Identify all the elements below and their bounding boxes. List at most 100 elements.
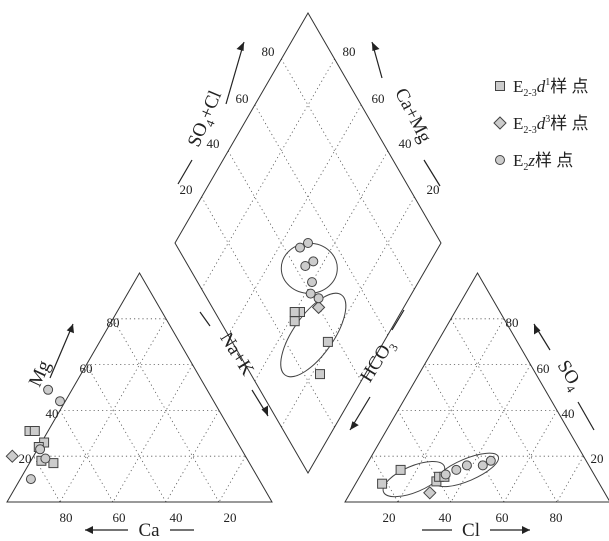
diamond-point-circle	[313, 293, 324, 304]
mg-tick-label: 40	[46, 406, 59, 421]
diamond-point-square	[322, 336, 333, 347]
cation-triangle-frame	[6, 272, 273, 503]
cl-axis-arrow	[422, 526, 530, 534]
so4-tick-label: 40	[562, 406, 575, 421]
anion-triangle-grid-line	[371, 455, 399, 503]
cation-triangle-grid-line	[59, 410, 114, 503]
cation-point-circle	[25, 474, 36, 485]
legend-marker-circle	[495, 155, 505, 165]
diamond-point-circle	[307, 277, 317, 288]
diamond-point-circle	[303, 238, 313, 248]
diamond-grid-line	[227, 104, 362, 336]
cation-triangle-grid-line	[112, 364, 193, 503]
cation-point-circle	[43, 384, 54, 395]
so4-cl-tick-label: 20	[180, 182, 193, 197]
anion-point-circle	[440, 469, 451, 480]
so4-tick-label: 80	[506, 315, 519, 330]
diamond-grid-line	[201, 196, 335, 428]
diamond-point-circle	[300, 261, 311, 271]
diamond-point-circle	[295, 242, 305, 253]
ca-tick-label: 80	[60, 510, 73, 525]
cation-triangle-grid-line	[59, 318, 167, 503]
legend-label: E2z样 点	[513, 151, 573, 173]
ca-axis-arrow	[85, 526, 194, 534]
diamond-grid-line	[201, 58, 335, 290]
na-k-axis-label: Na+K	[215, 329, 258, 380]
anion-point-circle	[451, 464, 462, 475]
tick-labels: 80 60 40 20 80 60 40 20 20 40 60 80 80 60 40 20 80 60 40 20…	[19, 44, 604, 525]
ca-axis-label: Ca	[138, 520, 160, 541]
anion-group-ellipse	[382, 461, 446, 498]
cation-point-square	[29, 426, 40, 436]
grid-lines	[33, 58, 584, 503]
so4-cl-tick-label: 60	[236, 91, 249, 106]
anion-point-circle	[461, 460, 472, 471]
anion-triangle-grid-line	[503, 410, 558, 503]
anion-point-circle	[477, 460, 488, 471]
anion-point-square	[395, 464, 406, 475]
ca-mg-tick-label: 40	[399, 136, 412, 151]
so4-cl-tick-label: 80	[262, 44, 275, 59]
diamond-grid-line	[227, 150, 362, 382]
data-points	[5, 238, 496, 500]
mg-tick-label: 60	[80, 361, 93, 376]
cation-triangle-grid-line	[165, 410, 220, 503]
mg-tick-label: 80	[107, 315, 120, 330]
cl-axis-label: Cl	[462, 520, 480, 541]
anion-triangle-grid-line	[450, 364, 531, 503]
ca-tick-label: 60	[113, 510, 126, 525]
hco3-axis-label: HCO3	[356, 336, 401, 388]
cation-triangle-grid-line	[33, 455, 61, 503]
ca-mg-tick-label: 60	[372, 91, 385, 106]
so4-cl-axis-label: SO4+Cl	[184, 88, 229, 152]
ca-mg-axis-arrow	[371, 41, 441, 187]
ca-tick-label: 40	[170, 510, 183, 525]
anion-triangle-grid-line	[450, 318, 558, 503]
anion-point-square	[377, 478, 388, 489]
diamond-point-circle	[305, 288, 316, 299]
diamond-group-ellipse	[280, 292, 347, 378]
legend-marker-diamond	[493, 116, 507, 130]
ca-mg-tick-label: 80	[343, 44, 356, 59]
plot-frames	[6, 12, 609, 503]
ca-tick-label: 20	[224, 510, 237, 525]
diamond-frame	[174, 12, 442, 474]
legend: E2-3d1样 点 E2-3d3样 点 E2z样 点	[493, 77, 588, 173]
cl-tick-label: 20	[383, 510, 396, 525]
cl-tick-label: 40	[439, 510, 452, 525]
anion-triangle-grid-line	[556, 455, 584, 503]
cation-point-circle	[35, 444, 46, 455]
legend-marker-square	[495, 81, 505, 91]
diamond-point-circle	[308, 256, 319, 267]
cation-triangle-grid-line	[86, 364, 167, 503]
cation-point-circle	[55, 396, 65, 407]
legend-entry: E2z样 点	[495, 151, 573, 173]
diamond-point-square	[289, 316, 300, 327]
cation-triangle-grid-line	[112, 318, 220, 503]
legend-entry: E2-3d3样 点	[493, 114, 588, 136]
diamond-point-square	[315, 369, 325, 380]
diamond-point-diamond	[311, 300, 326, 315]
so4-tick-label: 60	[537, 361, 550, 376]
anion-triangle-frame	[344, 272, 609, 503]
anion-point-circle	[485, 455, 496, 466]
so4-axis-label: SO4	[550, 357, 586, 395]
diamond-point-square	[289, 307, 300, 317]
cl-tick-label: 60	[496, 510, 509, 525]
legend-label: E2-3d3样 点	[513, 114, 588, 136]
diamond-grid-line	[254, 150, 389, 382]
so4-tick-label: 20	[591, 451, 604, 466]
so4-cl-tick-label: 40	[207, 136, 220, 151]
ca-mg-axis-label: Ca+Mg	[390, 85, 435, 147]
hco3-axis-arrow	[349, 309, 405, 431]
ca-mg-tick-label: 20	[427, 182, 440, 197]
legend-entry: E2-3d1样 点	[495, 77, 588, 99]
na-k-axis-arrow	[199, 311, 269, 417]
cation-point-diamond	[5, 449, 20, 463]
anion-triangle-grid-line	[397, 318, 505, 503]
cl-tick-label: 80	[550, 510, 563, 525]
legend-label: E2-3d1样 点	[513, 77, 588, 99]
so4-axis-arrow	[533, 323, 595, 431]
anion-point-diamond	[423, 486, 437, 500]
